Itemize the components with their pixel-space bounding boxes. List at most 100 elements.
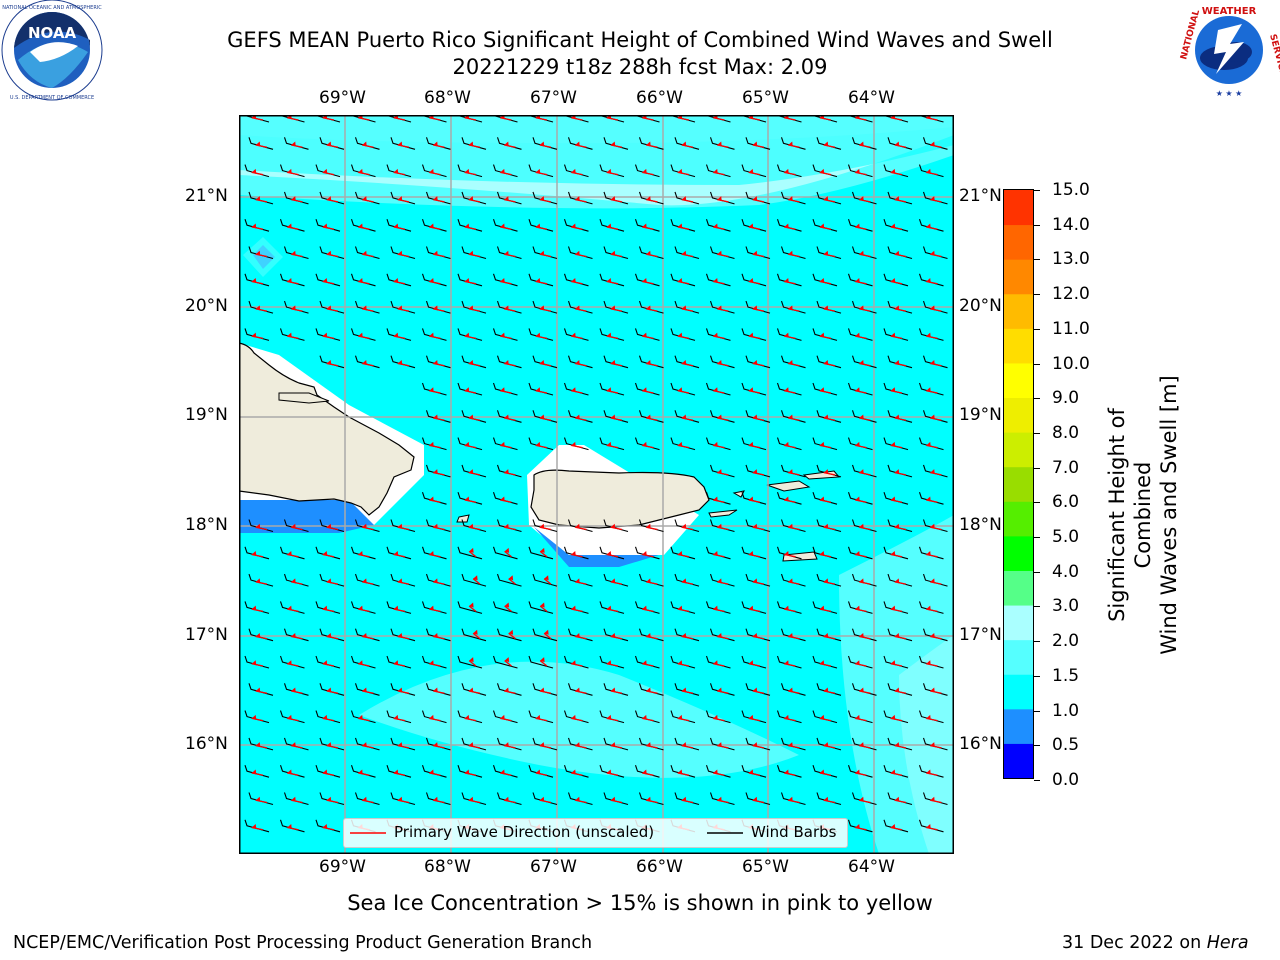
wave-arrow-head [571,387,576,393]
wave-arrow-head [788,469,793,475]
wave-direction-arrow [539,550,548,558]
wave-arrow-head [393,605,399,611]
wave-arrow-head [535,278,541,284]
wave-arrow-head [788,578,793,584]
wave-arrow-head [606,278,612,284]
colorbar-segment [1004,674,1033,710]
wave-arrow-head [926,387,931,393]
wave-arrow-head [748,769,754,775]
wave-arrow-head [748,441,754,447]
noaa-logo: NOAA NATIONAL OCEANIC AND ATMOSPHERIC U.… [0,0,104,104]
wave-arrow-head [859,523,864,529]
wave-arrow-head [926,332,931,338]
colorbar-segment [1004,570,1033,606]
wave-arrow-head [393,223,399,229]
wave-arrow-head [748,278,754,284]
wave-arrow-head [500,714,505,720]
lat-label-right: 17°N [959,625,1002,645]
wave-arrow-head [504,250,509,256]
colorbar-tick-mark [1034,190,1040,191]
wave-direction-legend-line [350,832,386,834]
wave-arrow-head [575,742,580,748]
wave-arrow-head [894,359,900,365]
wave-arrow-head [713,605,718,611]
wave-arrow-head [646,305,651,311]
wave-arrow-head [646,196,651,202]
wave-arrow-head [894,469,900,475]
wave-arrow-head [855,168,860,174]
wave-arrow-head [291,305,296,311]
wave-arrow-head [504,414,509,420]
wave-arrow-head [429,769,434,775]
wave-arrow-head [291,578,296,584]
wave-direction-arrow [504,550,512,558]
wave-arrow-head [326,578,332,584]
colorbar-segment [1004,639,1033,675]
wave-arrow-head [358,660,363,666]
wave-arrow-head [859,632,864,638]
wave-arrow-head [890,496,896,502]
wave-arrow-head [469,547,474,553]
wave-arrow-head [713,278,718,284]
lat-label-left: 21°N [185,186,228,206]
wave-arrow-head [823,141,829,147]
lon-label-bottom: 66°W [636,857,683,877]
wave-arrow-head [610,632,616,638]
wave-arrow-head [606,660,612,666]
colorbar-tick-label: 15.0 [1052,180,1090,200]
wind-barb [461,573,487,587]
wave-arrow-head [859,414,864,420]
wave-arrow-head [752,469,758,475]
wave-arrow-head [819,168,825,174]
samana-coast [278,392,330,404]
wave-arrow-head [752,796,758,802]
wave-arrow-head [540,547,545,553]
wave-arrow-head [575,796,580,802]
st-croix-island [782,551,818,562]
svg-text:WEATHER: WEATHER [1202,6,1257,17]
wave-arrow-head [926,714,931,720]
wave-arrow-head [544,629,549,635]
colorbar-tick-label: 4.0 [1052,561,1080,582]
wave-arrow-head [784,332,789,338]
wave-arrow-head [504,796,509,802]
branch-label: NCEP/EMC/Verification Post Processing Pr… [13,933,593,953]
colorbar-tick-mark [1034,537,1040,538]
wave-arrow-head [433,141,438,147]
wave-arrow-head [535,168,541,174]
wave-arrow-head [788,796,793,802]
wave-arrow-head [571,714,576,720]
wave-arrow-head [464,441,470,447]
wave-arrow-head [504,547,510,553]
wave-arrow-head [251,168,257,174]
wave-arrow-head [717,742,722,748]
wave-arrow-head [326,742,332,748]
wave-arrow-head [642,168,647,174]
wave-arrow-head [606,441,612,447]
wave-arrow-head [855,714,860,720]
wave-arrow-head [571,278,576,284]
wave-arrow-head [752,359,758,365]
wave-arrow-head [677,441,683,447]
wave-arrow-head [322,223,328,229]
wave-arrow-head [646,687,651,693]
wave-arrow-head [571,223,576,229]
wind-barb [457,601,483,614]
wave-arrow-head [677,605,683,611]
wave-arrow-head [393,278,399,284]
wave-arrow-head [819,769,825,775]
colorbar-segment [1004,432,1033,468]
wave-arrow-head [468,196,474,202]
colorbar-tick-label: 0.5 [1052,735,1080,756]
wave-arrow-head [291,742,296,748]
wave-arrow-head [429,168,434,174]
wave-arrow-head [251,714,257,720]
wave-arrow-head [713,660,718,666]
wave-arrow-head [930,687,935,693]
wave-arrow-head [504,687,509,693]
wave-arrow-head [748,605,754,611]
wave-arrow-head [575,141,580,147]
nws-logo: WEATHER NATIONAL SERVICE ★ ★ ★ [1178,0,1280,100]
wave-arrow-head [855,496,860,502]
wind-barb [457,655,483,669]
